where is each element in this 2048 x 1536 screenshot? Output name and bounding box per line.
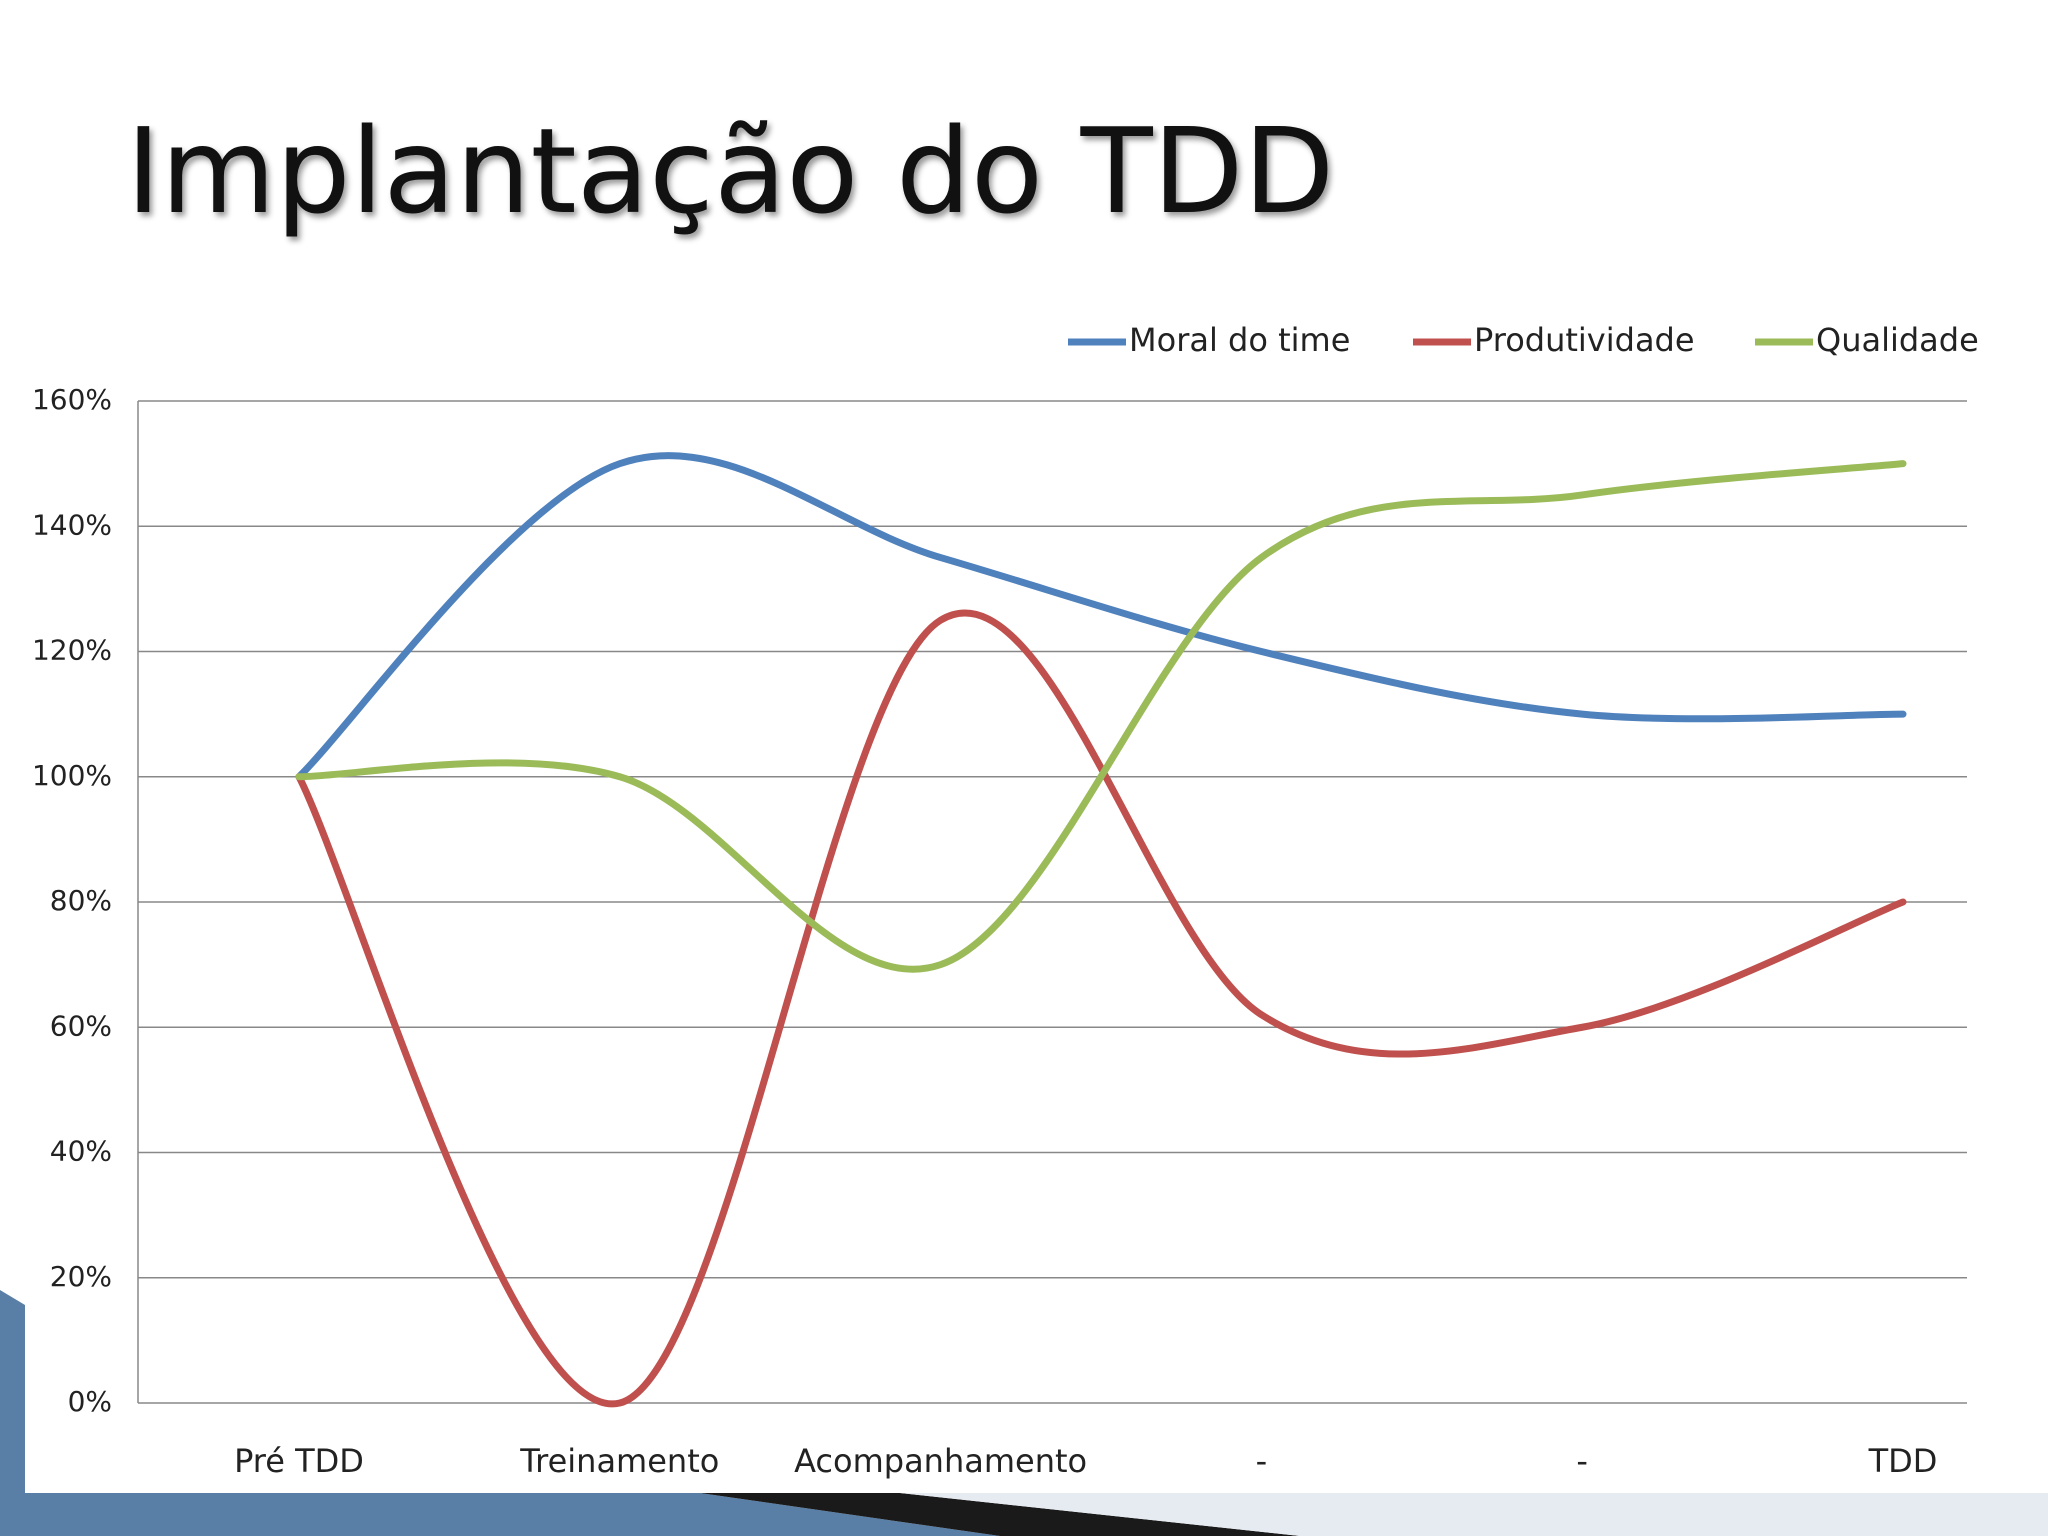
y-tick-label: 20% [50, 1260, 112, 1293]
decoration [0, 1290, 1000, 1536]
legend-label: Produtividade [1474, 321, 1695, 359]
decoration [700, 1493, 1300, 1536]
y-tick-label: 120% [32, 634, 112, 667]
series-line [295, 452, 1907, 781]
plot: 0% 20% 40% 60% 80% 100% 120% 140% 160% Pré TDD Tre… [32, 321, 1979, 1480]
decoration [900, 1493, 2048, 1536]
x-tick-label: - [1256, 1442, 1268, 1480]
y-tick-label: 160% [32, 383, 112, 416]
legend-label: Qualidade [1816, 321, 1979, 359]
x-tick-label: TDD [1868, 1442, 1938, 1480]
legend-label: Moral do time [1129, 321, 1350, 359]
y-tick-label: 0% [68, 1385, 112, 1418]
x-tick-label: Acompanhamento [794, 1442, 1087, 1480]
y-tick-label: 80% [50, 884, 112, 917]
x-tick-label: Treinamento [519, 1442, 719, 1480]
series-line [295, 609, 1907, 1408]
chart-title: Implantação do TDD [126, 102, 1334, 240]
y-tick-label: 40% [50, 1135, 112, 1168]
series-line [295, 460, 1907, 973]
y-tick-label: 60% [50, 1009, 112, 1042]
x-tick-label: - [1576, 1442, 1588, 1480]
y-tick-label: 140% [32, 508, 112, 541]
x-tick-label: Pré TDD [234, 1442, 364, 1480]
slide-decoration [0, 1290, 2048, 1536]
y-tick-label: 100% [32, 759, 112, 792]
